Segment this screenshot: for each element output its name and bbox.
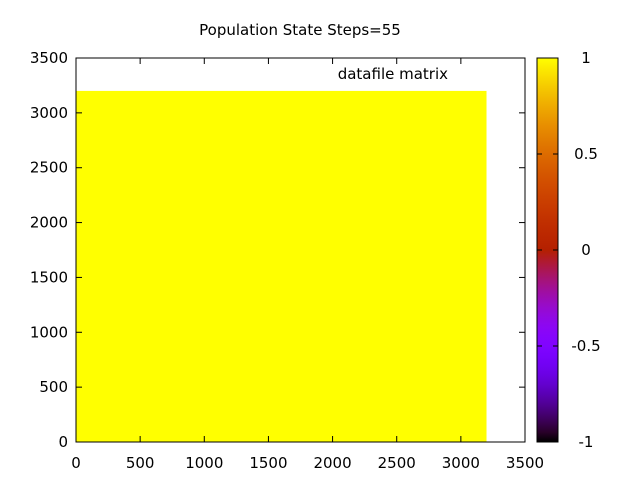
x-tick-label: 0 — [71, 454, 81, 472]
x-axis: 0 500 1000 1500 2000 2500 3000 3500 — [71, 58, 544, 472]
x-tick-label: 1000 — [185, 454, 223, 472]
heatmap-cell — [76, 90, 487, 443]
colorbar-tick-label: 1 — [581, 49, 591, 67]
x-tick-label: 3500 — [506, 454, 544, 472]
y-tick-label: 0 — [58, 433, 68, 451]
x-tick-label: 3000 — [442, 454, 480, 472]
plot-area — [75, 57, 526, 443]
y-tick-label: 500 — [39, 378, 68, 396]
y-tick-label: 2000 — [30, 214, 68, 232]
colorbar-tick-label: 0 — [581, 241, 591, 259]
chart-title: Population State Steps=55 — [199, 21, 401, 39]
colorbar-tick-label: -1 — [579, 433, 594, 451]
x-tick-label: 2500 — [378, 454, 416, 472]
x-tick-label: 1500 — [249, 454, 287, 472]
legend-label: datafile matrix — [338, 65, 448, 83]
x-tick-label: 2000 — [313, 454, 351, 472]
colorbar: -1 -0.5 0 0.5 1 — [536, 49, 601, 451]
colorbar-tick-label: 0.5 — [574, 145, 598, 163]
plot-frame — [75, 57, 526, 443]
x-tick-label: 500 — [126, 454, 155, 472]
y-tick-label: 2500 — [30, 159, 68, 177]
colorbar-gradient — [537, 58, 558, 442]
y-tick-label: 3500 — [30, 49, 68, 67]
colorbar-tick-label: -0.5 — [571, 337, 600, 355]
y-tick-label: 1000 — [30, 323, 68, 341]
y-tick-label: 1500 — [30, 268, 68, 286]
y-tick-label: 3000 — [30, 104, 68, 122]
y-axis: 0 500 1000 1500 2000 2500 3000 3500 — [30, 49, 525, 451]
